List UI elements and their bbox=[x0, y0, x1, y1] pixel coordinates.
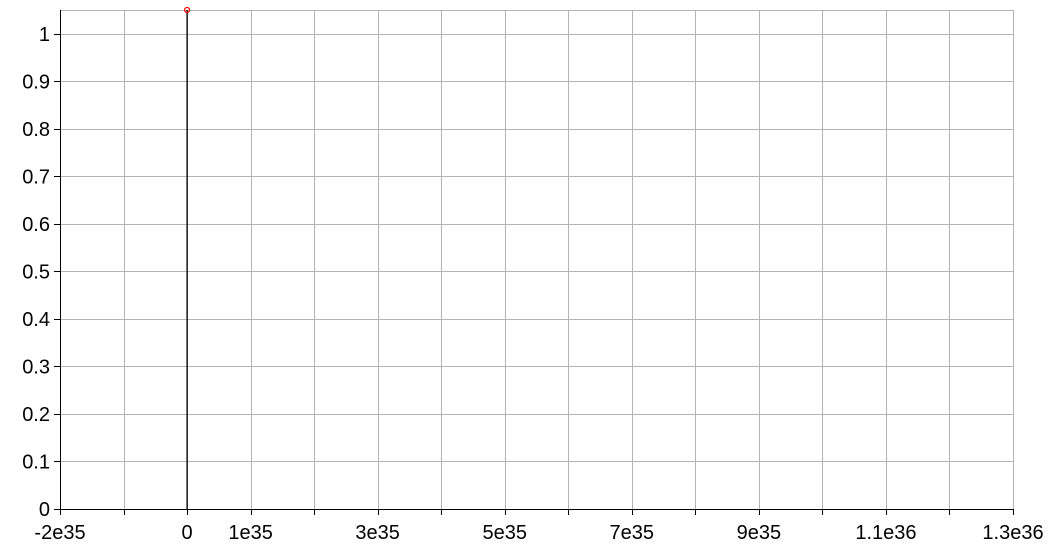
x-tick-label: 3e35 bbox=[355, 522, 400, 544]
y-tick-label: 0.3 bbox=[22, 356, 50, 378]
y-tick-label: 0.6 bbox=[22, 214, 50, 236]
data-point bbox=[183, 6, 191, 14]
x-tick-label: 1.3e36 bbox=[982, 522, 1043, 544]
x-tick-label: 5e35 bbox=[482, 522, 527, 544]
tick-marks bbox=[54, 34, 1014, 515]
y-tick-label: 1 bbox=[39, 24, 50, 46]
y-tick-label: 0.7 bbox=[22, 166, 50, 188]
y-tick-label: 0.9 bbox=[22, 71, 50, 93]
axes bbox=[60, 10, 1013, 510]
x-tick-label: 0 bbox=[182, 522, 193, 544]
y-tick-label: 0.1 bbox=[22, 451, 50, 473]
y-tick-label: 0.2 bbox=[22, 404, 50, 426]
x-tick-labels: -2e35 0 1e35 3e35 5e35 7e35 9e35 1.1e36 1.3e36 bbox=[34, 522, 1043, 544]
x-tick-label: 1.1e36 bbox=[855, 522, 916, 544]
grid-lines bbox=[60, 10, 1014, 510]
y-tick-label: 0.5 bbox=[22, 261, 50, 283]
y-tick-label: 0 bbox=[39, 499, 50, 521]
x-tick-label: 1e35 bbox=[228, 522, 273, 544]
x-tick-label: 7e35 bbox=[610, 522, 655, 544]
x-tick-label: 9e35 bbox=[737, 522, 782, 544]
y-tick-label: 0.8 bbox=[22, 119, 50, 141]
y-tick-labels: 0 0.1 0.2 0.3 0.4 0.5 0.6 0.7 0.8 0.9 1 bbox=[22, 24, 50, 521]
y-tick-label: 0.4 bbox=[22, 309, 50, 331]
data-markers bbox=[183, 6, 191, 14]
x-tick-label: -2e35 bbox=[34, 522, 85, 544]
